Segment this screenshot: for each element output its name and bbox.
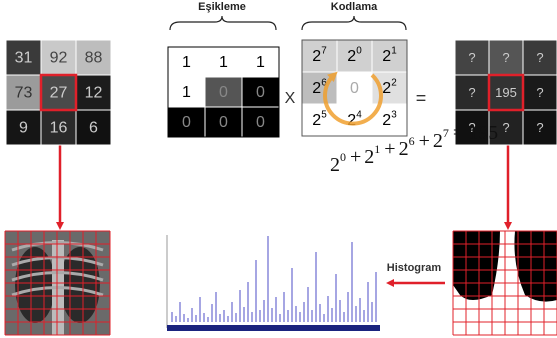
multiply-sign: X [285,90,296,107]
exponent: 7 [321,45,327,56]
operator: + [384,138,395,160]
cell-text: 0 [256,84,265,101]
exponent: 1 [391,45,397,56]
base: 2 [312,112,321,129]
exponent: 5 [321,109,327,120]
cell-text: ? [536,120,543,135]
exponent: 0 [340,150,346,164]
operator: + [350,146,361,168]
equals-sign: = [416,88,427,108]
binary-image [453,231,557,335]
coding-label: Kodlama [331,1,378,13]
cell-text: 9 [19,120,28,137]
operator: = [453,122,464,144]
thresholding-label: Eşikleme [198,1,246,13]
cell-text: 0 [256,114,265,131]
cell-text: 88 [85,50,103,67]
cell-text: 195 [495,85,517,100]
base: 2 [312,48,321,65]
cell-text: 0 [219,114,228,131]
exponent: 3 [391,109,397,120]
cell-text: ? [536,50,543,65]
cell-text: 1 [182,84,191,101]
operator: + [419,130,430,152]
cell-text: 92 [50,50,68,67]
exponent: 2 [391,77,397,88]
cell-text: ? [468,50,475,65]
brace [170,16,276,30]
base: 2 [382,112,391,129]
xray-image [5,231,110,335]
cell-text: 0 [182,114,191,131]
base: 2 [312,80,321,97]
cell-text: 31 [15,50,33,67]
lbp-diagram: Eşikleme Kodlama X = Histogram 319288732… [0,0,557,338]
base: 2 [347,48,356,65]
cell-text: ? [468,85,475,100]
base: 2 [330,154,340,176]
cell-text: 1 [182,54,191,71]
base: 2 [382,80,391,97]
cell-text: 73 [15,85,33,102]
brace [302,16,406,30]
operator: 195 [468,122,498,144]
cell-text: ? [536,85,543,100]
cell-text: 27 [50,85,68,102]
cell-text: 0 [219,84,228,101]
exponent: 7 [443,126,449,140]
page: Eşikleme Kodlama X = Histogram 319288732… [0,0,557,338]
exponent: 4 [356,109,362,120]
cell-text: ? [502,50,509,65]
base: 2 [347,112,356,129]
cell-text: 16 [50,120,68,137]
histogram [167,235,380,328]
exponent: 0 [356,45,362,56]
cell-text: 6 [89,120,98,137]
histogram-label: Histogram [387,262,442,274]
exponent: 6 [409,134,415,148]
cell-text: 0 [350,80,359,97]
cell-text: ? [502,120,509,135]
cell-text: 1 [219,54,228,71]
base: 2 [364,146,374,168]
base: 2 [433,130,443,152]
cell-text: 1 [256,54,265,71]
base: 2 [399,138,409,160]
cell-text: 12 [85,85,103,102]
base: 2 [382,48,391,65]
exponent: 1 [374,142,380,156]
